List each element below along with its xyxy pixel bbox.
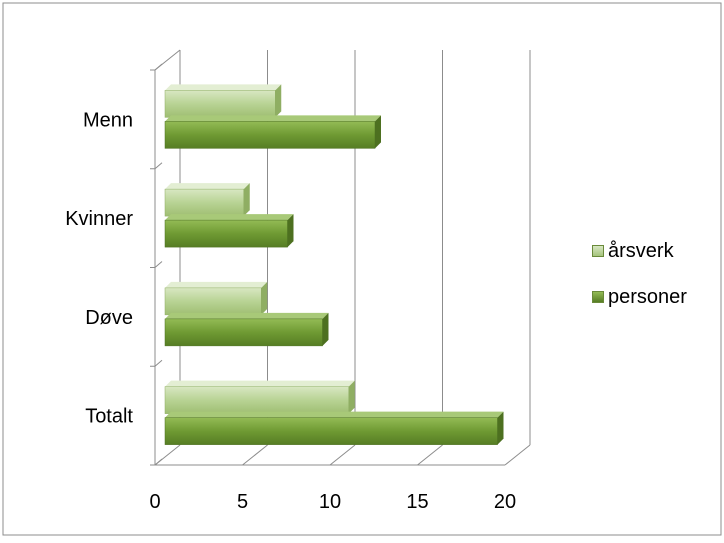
legend-label-personer: personer xyxy=(608,285,687,308)
bars-layer xyxy=(164,84,504,445)
category-label: Kvinner xyxy=(65,208,133,230)
bar-personer xyxy=(164,417,498,445)
bar-top-arsverk xyxy=(165,281,268,288)
bar-top-personer xyxy=(165,411,504,418)
bar-top-arsverk xyxy=(165,183,250,190)
floor-gridline xyxy=(504,444,531,466)
x-tick-label: 20 xyxy=(494,491,516,513)
legend: årsverk personer xyxy=(592,236,687,328)
bar-side-personer xyxy=(497,411,504,445)
x-tick-label: 10 xyxy=(319,491,341,513)
wall-separator xyxy=(154,458,163,466)
bar-side-arsverk xyxy=(243,183,250,217)
legend-swatch-arsverk xyxy=(592,245,604,257)
bar-top-personer xyxy=(165,115,381,122)
legend-label-arsverk: årsverk xyxy=(608,239,674,262)
floor-gridline xyxy=(417,444,443,466)
bar-side-personer xyxy=(287,214,294,248)
labels-layer: Menn Kvinner Døve Totalt 0 5 10 15 20 xyxy=(65,109,516,513)
bar-side-arsverk xyxy=(348,380,355,414)
floor-gridline xyxy=(242,444,268,466)
legend-swatch-personer xyxy=(592,291,604,303)
x-tick-label: 5 xyxy=(237,491,248,513)
wall-separator xyxy=(154,359,163,367)
bar-personer xyxy=(164,121,376,149)
bar-personer xyxy=(164,318,323,347)
category-label: Totalt xyxy=(85,406,133,428)
bar-arsverk xyxy=(164,188,244,217)
wall-separator xyxy=(154,162,163,170)
chart-border xyxy=(2,2,722,536)
bar-arsverk xyxy=(164,287,262,316)
floor-gridline xyxy=(329,444,356,466)
wall-separator xyxy=(154,63,163,71)
wall-separator xyxy=(154,261,163,268)
x-tick-label: 0 xyxy=(149,491,160,513)
bar-top-personer xyxy=(165,214,294,221)
bar-top-personer xyxy=(165,312,329,319)
legend-item-personer: personer xyxy=(592,282,687,312)
bar-arsverk xyxy=(164,90,276,118)
bar-side-arsverk xyxy=(261,281,268,315)
bar-arsverk xyxy=(164,386,349,414)
bar-personer xyxy=(164,219,288,248)
bar-side-arsverk xyxy=(275,84,282,118)
legend-item-arsverk: årsverk xyxy=(592,236,687,266)
bar-side-personer xyxy=(375,115,381,149)
category-label: Menn xyxy=(83,109,133,131)
bar-side-personer xyxy=(322,312,329,346)
x-tick-label: 15 xyxy=(406,491,428,513)
bar-top-arsverk xyxy=(165,380,355,387)
bar-top-arsverk xyxy=(165,84,282,91)
category-label: Døve xyxy=(85,307,133,329)
